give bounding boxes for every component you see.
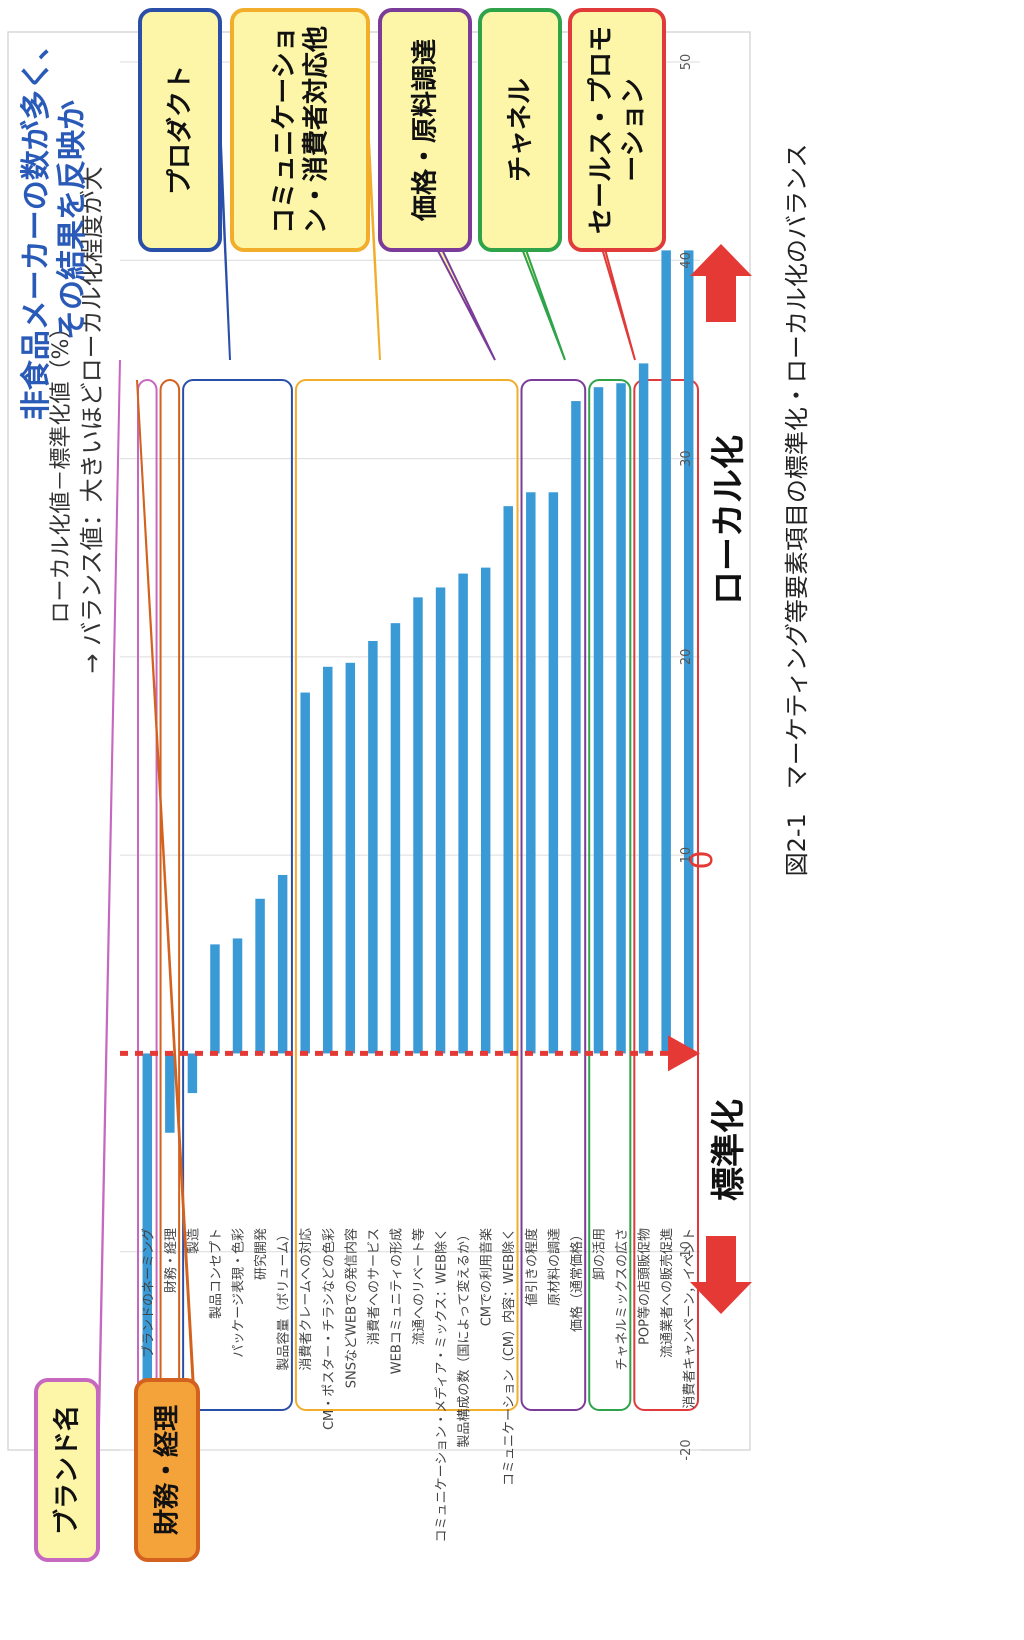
localization-label: ローカル化 xyxy=(709,435,749,605)
callout-box xyxy=(230,8,370,252)
x-tick-label: 10 xyxy=(679,847,694,864)
callout-label: チャネル xyxy=(506,78,536,182)
annotation-line2: その結果を反映か xyxy=(55,100,90,340)
category-label: SNSなどWEBでの発信内容 xyxy=(343,1228,359,1388)
category-label: 製造 xyxy=(186,1228,201,1254)
annotation-line1: 非食品メーカーの数が多く、 xyxy=(19,30,54,420)
category-label: 流通業者への販売促進 xyxy=(659,1228,675,1358)
category-label: ブランドのネーミング xyxy=(140,1228,156,1358)
bar xyxy=(165,1053,175,1133)
group-box xyxy=(294,379,519,1411)
x-tick-labels: -20 -10 10 20 30 40 50 xyxy=(679,54,694,1461)
x-tick-label: -20 xyxy=(679,1439,694,1460)
x-tick-label: 20 xyxy=(679,649,694,666)
zero-line xyxy=(120,1035,700,1072)
category-label: コミュニケーション（CM）内容：WEB除く xyxy=(501,1228,517,1486)
category-label: CM・ポスター・チラシなどの色彩 xyxy=(321,1228,337,1430)
callout-label: セールス・プロモ xyxy=(587,26,617,234)
category-label: 値引きの程度 xyxy=(524,1228,540,1306)
gridlines xyxy=(120,61,700,1451)
category-label: 消費者クレームへの対応 xyxy=(299,1228,314,1371)
zero-arrow-icon xyxy=(668,1035,700,1072)
bar xyxy=(503,506,513,1054)
bar xyxy=(142,1053,153,1441)
x-axis-title-line2: → バランス値：大きいほどローカル化程度が大 xyxy=(78,166,106,673)
bar xyxy=(300,692,310,1054)
bar xyxy=(638,363,649,1054)
bar xyxy=(345,662,356,1054)
category-label: コミュニケーション・メディア・ミックス：WEB除く xyxy=(434,1228,450,1542)
callout-label: プロダクト xyxy=(165,65,196,195)
bar xyxy=(368,640,378,1054)
bar xyxy=(548,492,559,1054)
category-label: チャネルミックスの広さ xyxy=(615,1228,630,1370)
callout-box xyxy=(34,1378,100,1562)
figure-caption: 図2-1 マーケティング等要素項目の標準化・ローカル化のバランス xyxy=(783,144,811,877)
category-label: 製品容量（ボリューム） xyxy=(276,1228,292,1371)
callout-label: ン・消費者対応他 xyxy=(301,26,332,234)
category-label: POP等の店頭販促物 xyxy=(637,1228,653,1345)
bars xyxy=(142,250,694,1441)
bar xyxy=(187,1053,198,1094)
category-label: 卸の活用 xyxy=(591,1228,607,1280)
category-label: 研究開発 xyxy=(254,1228,269,1280)
bar xyxy=(323,666,333,1054)
x-tick-label: 40 xyxy=(679,252,694,269)
bar xyxy=(593,387,604,1054)
category-label: CMでの利用音楽 xyxy=(479,1228,495,1326)
category-label: パッケージ表現・色彩 xyxy=(231,1228,247,1358)
category-label: 価格（通常価格） xyxy=(569,1228,585,1332)
x-axis-title-line1: ローカル化値－標準化値（%） xyxy=(49,317,74,624)
category-label: 財務・経理 xyxy=(164,1228,179,1293)
category-label: 消費者へのサービス xyxy=(367,1228,382,1345)
category-labels: ブランドのネーミング 財務・経理 製造 製品コンセプト パッケージ表現・色彩 研究開発 製品… xyxy=(140,1228,697,1542)
bar xyxy=(616,383,626,1054)
callout-box xyxy=(568,8,666,252)
localization-arrow-icon xyxy=(690,244,752,322)
standardization-arrow-icon xyxy=(690,1236,752,1314)
category-label: 原材料の調達 xyxy=(547,1228,562,1306)
bar xyxy=(413,597,423,1054)
callout-label: ーション xyxy=(619,78,649,181)
bar xyxy=(458,573,468,1054)
bar xyxy=(661,250,671,1054)
x-tick-label: 50 xyxy=(679,54,694,71)
bar xyxy=(390,623,401,1054)
callout-box xyxy=(378,8,472,252)
zero-label: 0 xyxy=(685,850,720,869)
annotation-text: 非食品メーカーの数が多く、 その結果を反映か xyxy=(19,20,90,420)
bar xyxy=(255,898,265,1054)
callout-box xyxy=(478,8,562,252)
callout-label: コミュニケーショ xyxy=(270,26,300,233)
bar xyxy=(210,944,220,1054)
bar xyxy=(480,567,491,1054)
group-boxes xyxy=(137,379,700,1411)
callout-box xyxy=(138,8,222,252)
category-label: 製品構成の数（国によって変えるか） xyxy=(456,1228,472,1448)
group-box xyxy=(520,379,587,1411)
group-box xyxy=(588,379,632,1411)
x-tick-label: -10 xyxy=(679,1241,694,1262)
standardization-label: 標準化 xyxy=(709,1099,749,1201)
callout-box xyxy=(134,1378,200,1562)
bar xyxy=(683,250,694,1054)
callout-label: ブランド名 xyxy=(52,1405,83,1535)
bar xyxy=(277,874,288,1054)
bar xyxy=(435,587,446,1054)
category-label: 流通へのリベート等 xyxy=(411,1228,427,1345)
x-tick-label: 30 xyxy=(679,450,694,467)
callout-label: 財務・経理 xyxy=(152,1405,183,1535)
category-label: WEBコミュニティの形成 xyxy=(389,1228,404,1374)
bar xyxy=(232,938,243,1054)
category-label: 消費者キャンペーン，イベント xyxy=(683,1228,698,1409)
group-box xyxy=(182,379,293,1411)
category-label: 製品コンセプト xyxy=(209,1228,224,1319)
bar xyxy=(571,401,581,1054)
bar xyxy=(526,492,536,1054)
callout-label: 価格・原料調達 xyxy=(410,39,441,222)
